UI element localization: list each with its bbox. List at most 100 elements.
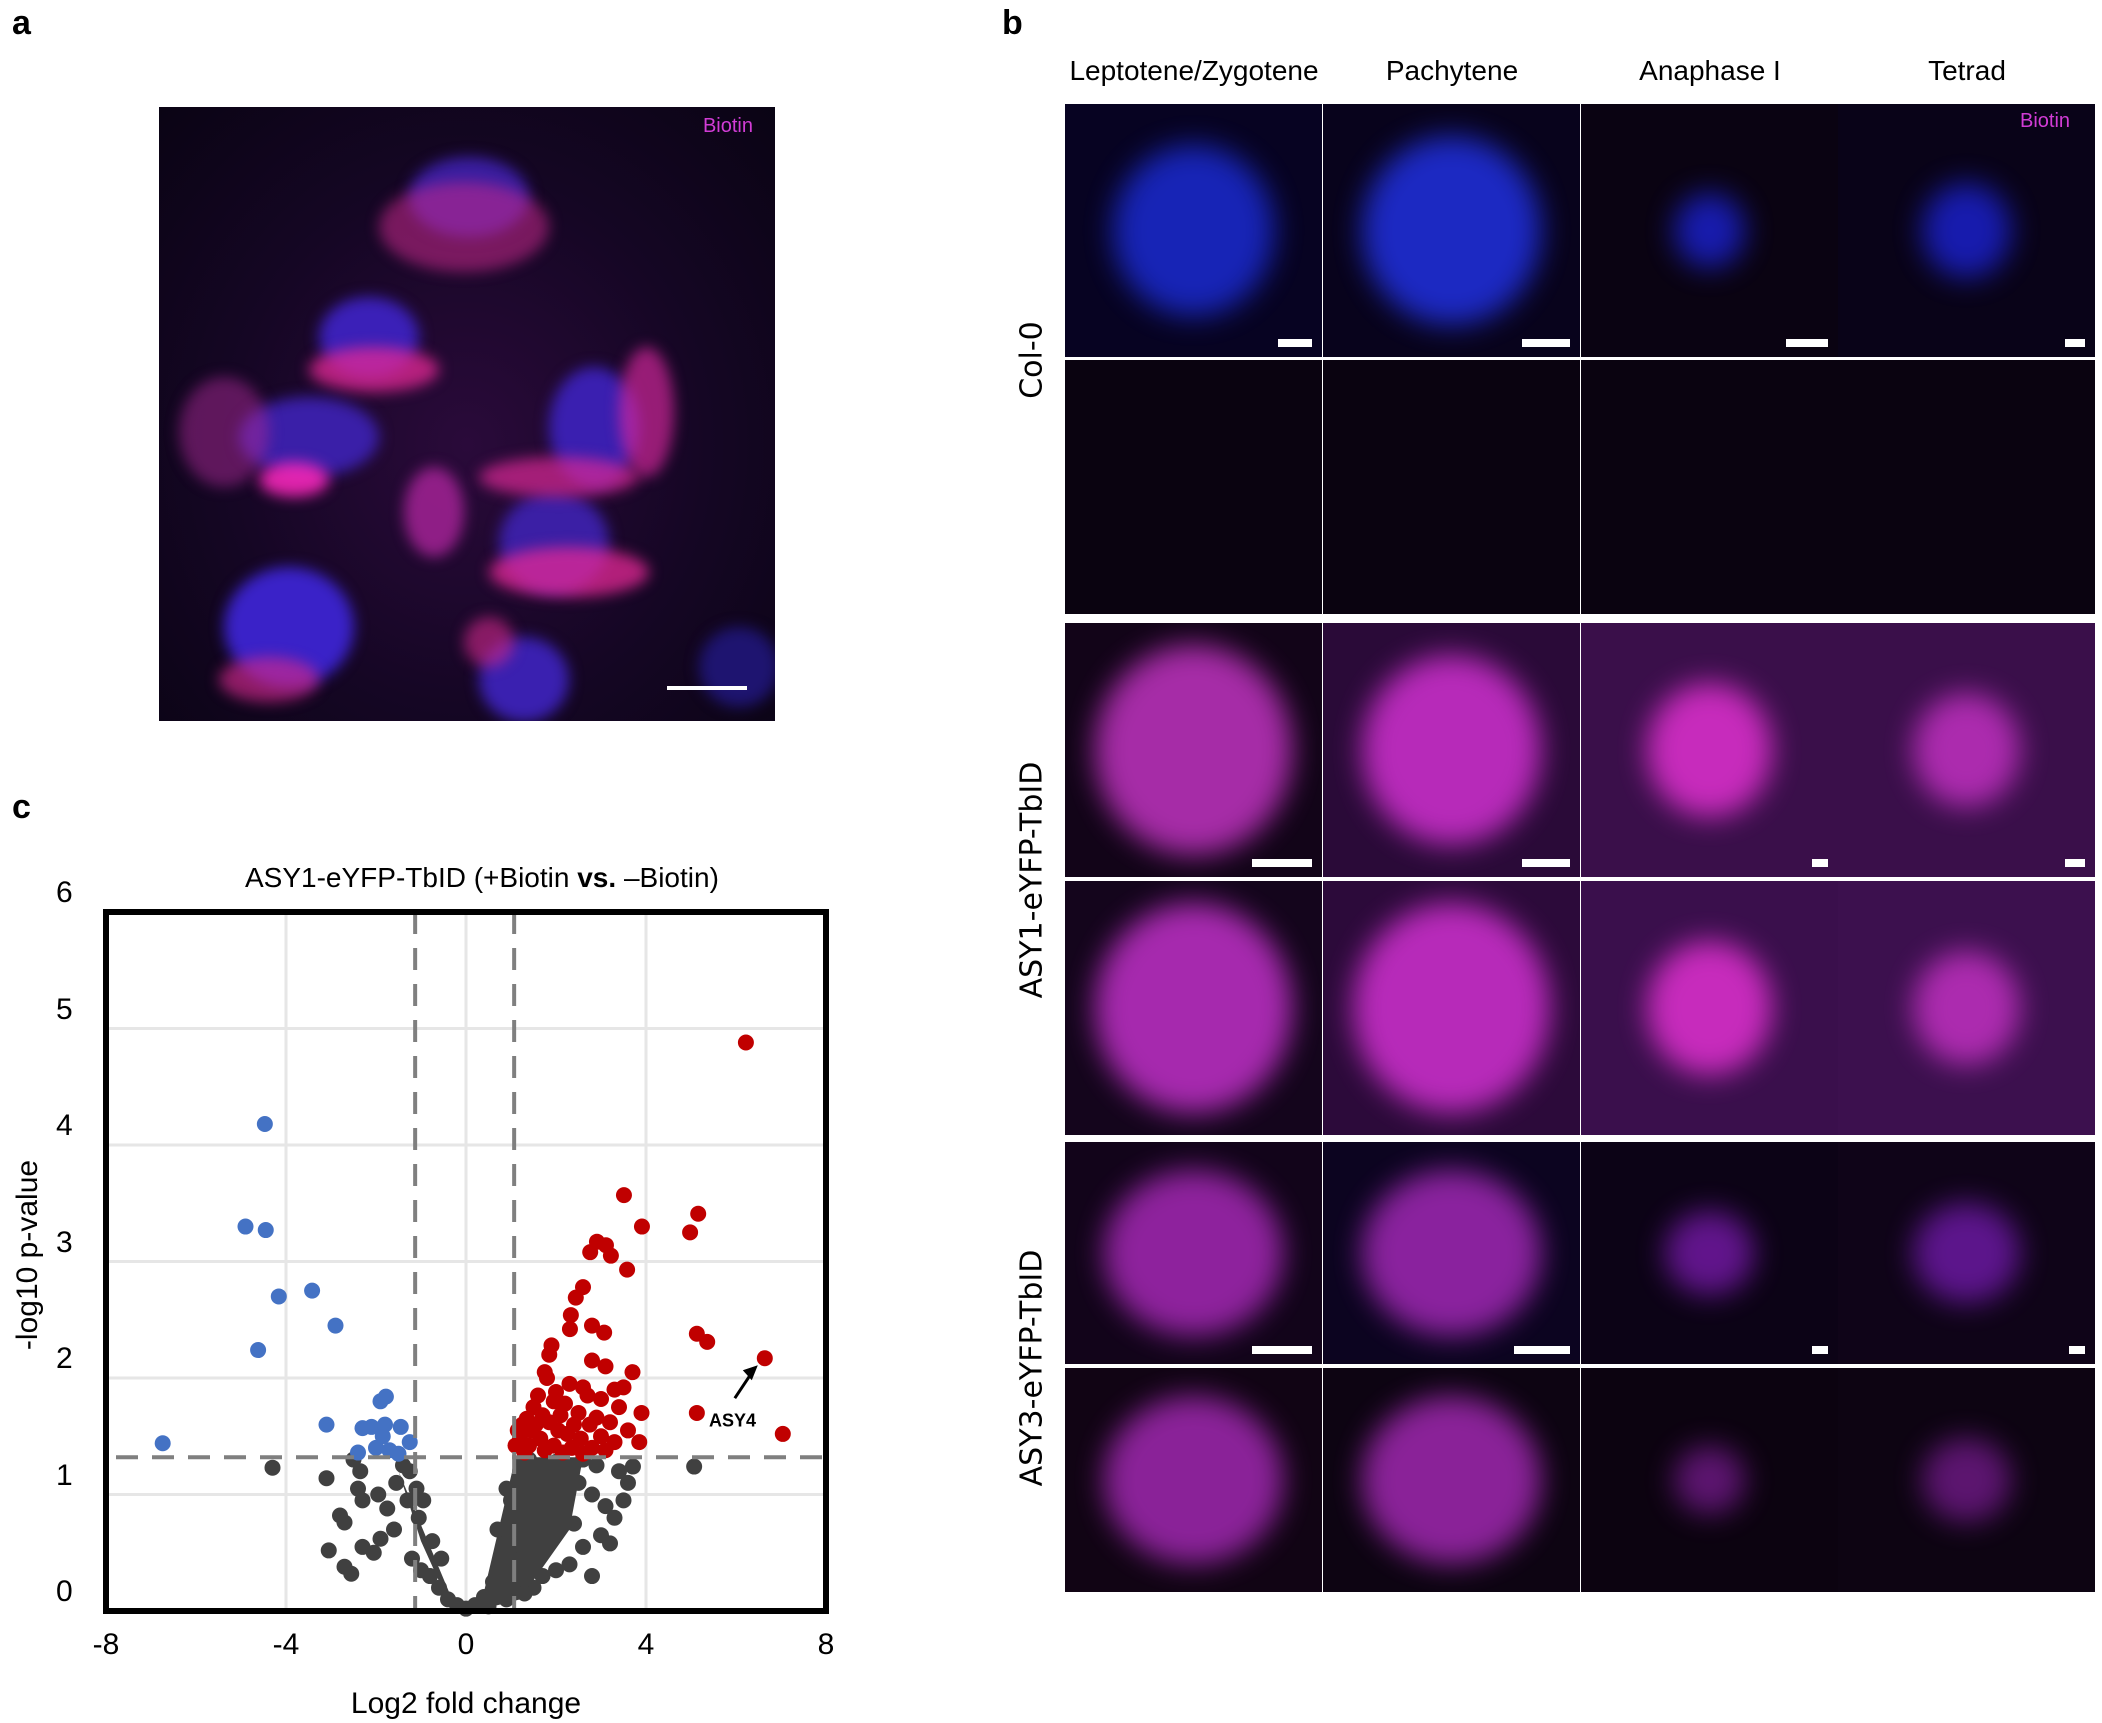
micrograph-leptotene-zygotene-row-6: [1065, 1368, 1322, 1592]
micrograph-pachytene-row-5: [1323, 1142, 1580, 1364]
chromosome-signal: [1103, 1396, 1284, 1564]
data-point: [392, 1418, 409, 1435]
micrograph-tetrad-row-4: [1838, 881, 2095, 1135]
chart-title-bold: vs.: [577, 862, 617, 893]
data-point: [498, 1480, 515, 1497]
micrograph-tetrad-row-1: [1838, 104, 2095, 357]
data-point: [368, 1439, 384, 1456]
data-point: [588, 1457, 605, 1474]
y-tick-label: 1: [56, 1458, 73, 1492]
y-tick-label: 4: [56, 1109, 73, 1142]
chromosome-signal: [1912, 692, 2021, 808]
data-point: [606, 1509, 623, 1526]
data-point: [386, 1521, 402, 1538]
chromosome-signal: [1112, 145, 1275, 316]
data-point: [582, 1244, 599, 1261]
data-point: [237, 1218, 254, 1235]
data-point: [318, 1470, 335, 1487]
data-point: [336, 1514, 353, 1531]
biotin-signal-blob: [219, 657, 319, 702]
micrograph-tetrad-row-6: [1838, 1368, 2095, 1592]
x-axis-label: Log2 fold change: [350, 1687, 582, 1720]
data-point: [688, 1404, 705, 1421]
micrograph-pachytene-row-3: [1323, 623, 1580, 877]
chromosome-signal: [1673, 1446, 1746, 1514]
data-point: [737, 1034, 754, 1051]
data-point: [624, 1364, 641, 1381]
data-point: [548, 1562, 564, 1579]
data-point: [575, 1445, 591, 1462]
data-point: [602, 1414, 618, 1431]
data-point: [584, 1568, 600, 1585]
data-point: [584, 1317, 600, 1334]
data-point: [615, 1379, 632, 1396]
data-point: [597, 1442, 614, 1459]
chromosome-signal: [1912, 950, 2021, 1066]
data-point: [579, 1387, 596, 1404]
data-point: [602, 1247, 619, 1264]
data-point: [401, 1434, 418, 1451]
data-point: [615, 1492, 632, 1509]
micrograph-anaphase-i-row-1: [1581, 104, 1838, 357]
chromosome-signal: [1664, 1211, 1755, 1295]
data-point: [559, 1425, 576, 1442]
micrograph-tetrad-row-5: [1838, 1142, 2095, 1364]
data-point: [615, 1187, 632, 1204]
column-header-pachytene: Pachytene: [1385, 55, 1519, 86]
data-point: [631, 1434, 648, 1451]
data-point: [624, 1458, 641, 1475]
x-tick-label: 4: [637, 1628, 655, 1661]
micrograph-pachytene-row-1: [1323, 104, 1580, 357]
micrograph-anaphase-i-row-6: [1581, 1368, 1838, 1592]
chromosome-signal: [1361, 135, 1542, 326]
column-header-tetrad: Tetrad: [1928, 55, 2006, 86]
asy4-annotation: ASY4: [709, 1410, 756, 1430]
data-point: [327, 1317, 344, 1334]
data-point: [597, 1498, 614, 1515]
data-point: [343, 1565, 360, 1582]
data-point: [539, 1469, 555, 1486]
chromosome-signal: [1912, 1203, 2021, 1303]
data-point: [489, 1521, 506, 1538]
micrograph-anaphase-i-row-3: [1581, 623, 1838, 877]
x-tick-label: -4: [272, 1628, 300, 1661]
data-point: [557, 1460, 573, 1477]
data-point: [388, 1474, 405, 1491]
chromosome-signal: [1673, 192, 1746, 269]
y-tick-label: 5: [56, 992, 73, 1026]
biotin-signal-blob: [179, 377, 269, 487]
panel-a-letter: a: [12, 4, 31, 42]
chromosome-signal: [1646, 683, 1773, 817]
data-point: [633, 1218, 650, 1235]
biotin-signal-blob: [404, 467, 464, 557]
chart-title-suffix: –Biotin): [616, 862, 719, 893]
column-header-anaphase-i: Anaphase I: [1639, 55, 1781, 86]
chromosome-signal: [1094, 645, 1293, 855]
data-point: [304, 1282, 321, 1299]
data-point: [566, 1515, 582, 1532]
y-tick-label: 2: [56, 1342, 73, 1375]
biotin-channel-label-b: Biotin: [2020, 110, 2071, 132]
data-point: [596, 1324, 613, 1341]
micrograph-leptotene-zygotene-row-5: [1065, 1142, 1322, 1364]
data-point: [503, 1538, 519, 1555]
chromosome-signal: [1103, 1169, 1284, 1337]
micrograph-leptotene-zygotene-row-4: [1065, 881, 1322, 1135]
data-point: [682, 1224, 699, 1241]
data-point: [539, 1370, 555, 1386]
data-point: [611, 1399, 627, 1416]
data-point: [562, 1307, 579, 1324]
data-point: [584, 1352, 600, 1369]
micrograph-leptotene-zygotene-row-1: [1065, 104, 1322, 357]
data-point: [320, 1542, 337, 1559]
scale-bar: [1522, 859, 1570, 867]
data-point: [774, 1425, 791, 1442]
scale-bar: [1812, 859, 1828, 867]
data-point: [363, 1418, 380, 1435]
nucleus-blob: [699, 627, 775, 707]
data-point: [593, 1390, 609, 1407]
chromosome-signal: [1646, 941, 1773, 1075]
row-label-asy1: ASY1-eYFP-TbID: [1014, 761, 1050, 999]
data-point: [250, 1342, 267, 1359]
micrograph-tetrad-row-3: [1838, 623, 2095, 877]
